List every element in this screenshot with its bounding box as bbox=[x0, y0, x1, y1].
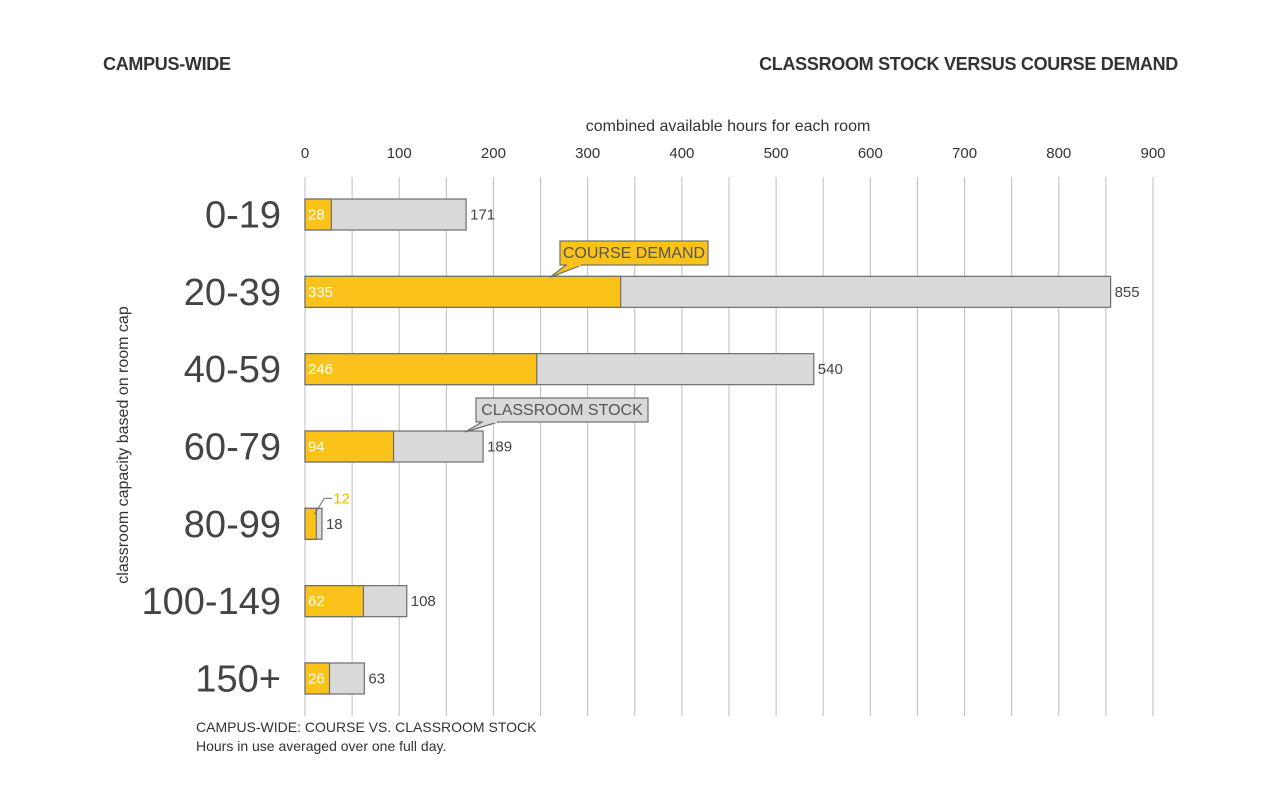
stock-value-label: 855 bbox=[1115, 284, 1140, 301]
demand-leader-line bbox=[313, 497, 333, 515]
stock-value-label: 63 bbox=[368, 670, 385, 687]
x-tick-label: 600 bbox=[858, 145, 883, 162]
x-tick-label: 0 bbox=[301, 145, 309, 162]
demand-value-label: 12 bbox=[333, 490, 350, 507]
category-label: 60-79 bbox=[184, 426, 281, 468]
category-label: 100-149 bbox=[142, 581, 281, 623]
x-tick-label: 300 bbox=[575, 145, 600, 162]
header-right-title: CLASSROOM STOCK VERSUS COURSE DEMAND bbox=[759, 54, 1178, 74]
x-tick-label: 200 bbox=[481, 145, 506, 162]
category-label: 0-19 bbox=[205, 195, 281, 237]
demand-value-label: 335 bbox=[308, 284, 333, 301]
x-tick-label: 900 bbox=[1140, 145, 1165, 162]
demand-value-label: 26 bbox=[308, 670, 325, 687]
demand-bar bbox=[304, 662, 331, 695]
footnote-line-2: Hours in use averaged over one full day. bbox=[196, 738, 447, 754]
stock-value-label: 540 bbox=[818, 361, 843, 378]
stock-value-label: 108 bbox=[411, 593, 436, 610]
callout-course-demand: COURSE DEMAND bbox=[549, 240, 709, 278]
callout-classroom-stock: CLASSROOM STOCK bbox=[464, 397, 649, 433]
demand-value-label: 62 bbox=[308, 593, 325, 610]
demand-bar bbox=[304, 275, 622, 308]
demand-bar bbox=[304, 353, 538, 386]
callout-pointer bbox=[549, 264, 583, 278]
demand-bar bbox=[304, 507, 317, 540]
demand-value-label: 28 bbox=[308, 207, 325, 224]
bars bbox=[304, 198, 1112, 695]
callout-label: COURSE DEMAND bbox=[563, 245, 705, 262]
x-tick-labels: 0 100 200 300 400 500 600 700 800 900 bbox=[301, 145, 1166, 162]
y-axis-title: classroom capacity based on room cap bbox=[115, 306, 132, 584]
callout-label: CLASSROOM STOCK bbox=[481, 402, 643, 419]
stock-value-label: 171 bbox=[470, 207, 495, 224]
category-label: 40-59 bbox=[184, 349, 281, 391]
footnote-line-1: CAMPUS-WIDE: COURSE VS. CLASSROOM STOCK bbox=[196, 719, 537, 735]
demand-bar bbox=[304, 430, 395, 463]
demand-bar bbox=[304, 585, 365, 618]
stock-value-label: 18 bbox=[326, 516, 343, 533]
x-tick-label: 700 bbox=[952, 145, 977, 162]
callouts: COURSE DEMAND CLASSROOM STOCK bbox=[464, 240, 709, 433]
x-axis-title: combined available hours for each room bbox=[586, 118, 871, 135]
x-tick-label: 800 bbox=[1046, 145, 1071, 162]
demand-value-label: 94 bbox=[308, 438, 325, 455]
x-tick-label: 400 bbox=[669, 145, 694, 162]
callout-box bbox=[475, 397, 649, 423]
category-label: 150+ bbox=[195, 658, 281, 700]
grid-lines bbox=[304, 177, 1154, 716]
x-tick-label: 500 bbox=[764, 145, 789, 162]
callout-box bbox=[559, 240, 709, 266]
value-labels: 171 28 855 335 540 246 189 94 18 12 108 62 63 26 bbox=[308, 207, 1140, 688]
category-label: 80-99 bbox=[184, 504, 281, 546]
footnote: CAMPUS-WIDE: COURSE VS. CLASSROOM STOCK … bbox=[196, 718, 536, 756]
category-labels: 0-19 20-39 40-59 60-79 80-99 100-149 150+ bbox=[142, 195, 281, 701]
demand-value-label: 246 bbox=[308, 361, 333, 378]
x-tick-label: 100 bbox=[387, 145, 412, 162]
demand-bar bbox=[304, 198, 332, 231]
stock-value-label: 189 bbox=[487, 438, 512, 455]
category-label: 20-39 bbox=[184, 272, 281, 314]
header-left-title: CAMPUS-WIDE bbox=[103, 54, 231, 74]
